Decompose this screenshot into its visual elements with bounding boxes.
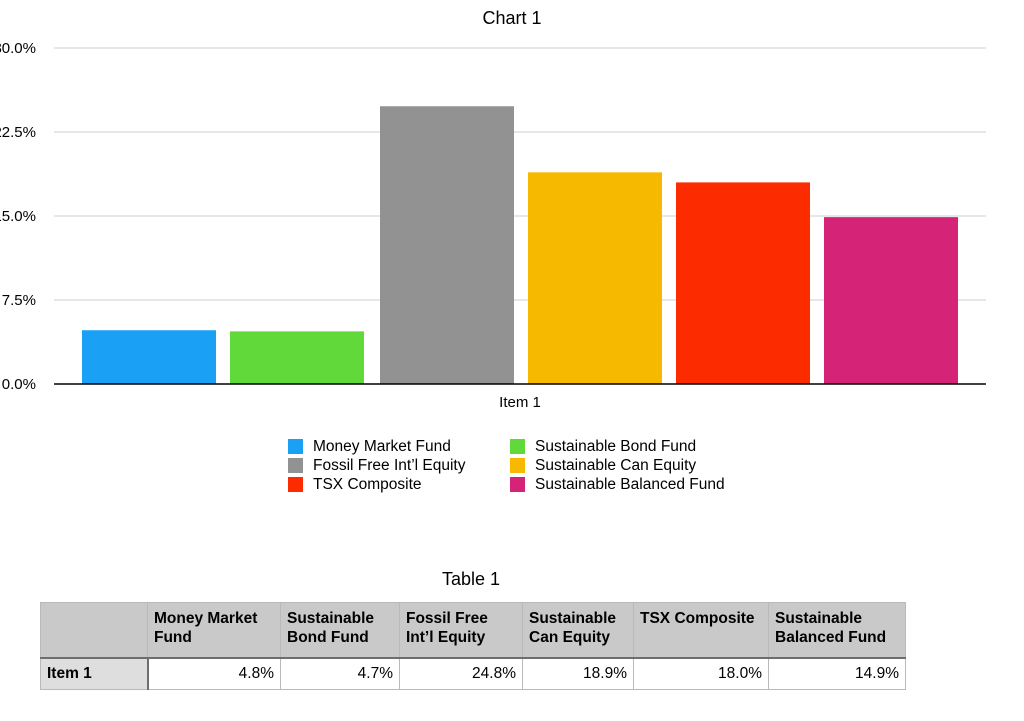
legend-swatch-fossil-free [288,458,303,473]
data-table: Money Market Fund Sustainable Bond Fund … [40,602,906,690]
table-cell: 18.0% [633,657,769,690]
y-tick-label: 7.5% [2,292,36,309]
legend-label: Sustainable Can Equity [535,456,697,474]
bar [82,330,216,384]
table-cell: 4.8% [147,657,281,690]
table-row-label: Item 1 [40,657,149,690]
table-cell: 24.8% [399,657,523,690]
legend-item: Sustainable Balanced Fund [510,476,750,493]
table-header-cell: Money Market Fund [147,602,281,659]
legend-swatch-sustainable-bond [510,439,525,454]
legend-item: Money Market Fund [288,438,510,455]
table-header-cell: Sustainable Can Equity [522,602,634,659]
table-header-cell: TSX Composite [633,602,769,659]
table-row: Item 1 4.8% 4.7% 24.8% 18.9% 18.0% 14.9% [40,657,906,690]
chart-title: Chart 1 [482,8,542,28]
legend-swatch-sustainable-balanced [510,477,525,492]
table-title: Table 1 [441,569,501,589]
table-header-cell: Sustainable Bond Fund [280,602,400,659]
table-cell: 4.7% [280,657,400,690]
bar-chart: 0.0% 7.5% 15.0% 22.5% 30.0% Item 1 [0,40,986,411]
table-cell: 18.9% [522,657,634,690]
legend-label: Fossil Free Int’l Equity [313,456,466,474]
table-cell: 14.9% [768,657,906,690]
legend-item: Sustainable Bond Fund [510,438,750,455]
y-tick-label: 30.0% [0,40,36,57]
y-tick-label: 22.5% [0,124,36,141]
table-header-cell: Sustainable Balanced Fund [768,602,906,659]
bar [528,172,662,384]
legend-swatch-tsx [288,477,303,492]
bar [380,106,514,385]
legend-label: Sustainable Bond Fund [535,437,697,455]
legend-label: Money Market Fund [313,437,451,455]
legend-item: Sustainable Can Equity [510,457,750,474]
legend-item: TSX Composite [288,476,510,493]
table-header-cell: Fossil Free Int’l Equity [399,602,523,659]
bar [824,217,958,384]
bar [230,331,364,384]
bar [676,182,810,384]
legend-swatch-money-market [288,439,303,454]
legend-swatch-sustainable-can [510,458,525,473]
legend-label: Sustainable Balanced Fund [535,475,725,493]
x-category-label: Item 1 [499,394,541,411]
chart-legend: Money Market Fund Sustainable Bond Fund … [288,438,750,493]
legend-label: TSX Composite [313,475,422,493]
y-tick-label: 0.0% [2,376,36,393]
y-tick-label: 15.0% [0,208,36,225]
legend-item: Fossil Free Int’l Equity [288,457,510,474]
table-header-row: Money Market Fund Sustainable Bond Fund … [40,602,906,659]
table-header-corner [40,602,148,659]
